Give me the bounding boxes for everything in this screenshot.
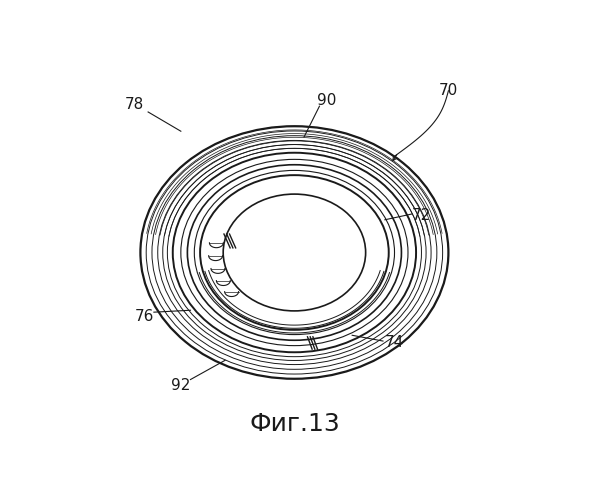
Text: 74: 74 xyxy=(385,336,404,350)
Text: 76: 76 xyxy=(134,308,154,324)
Text: 72: 72 xyxy=(412,208,431,224)
Text: 78: 78 xyxy=(125,97,144,112)
Text: 92: 92 xyxy=(171,378,190,393)
Text: 70: 70 xyxy=(439,84,458,98)
Text: Фиг.13: Фиг.13 xyxy=(249,412,340,436)
Text: 90: 90 xyxy=(318,93,337,108)
